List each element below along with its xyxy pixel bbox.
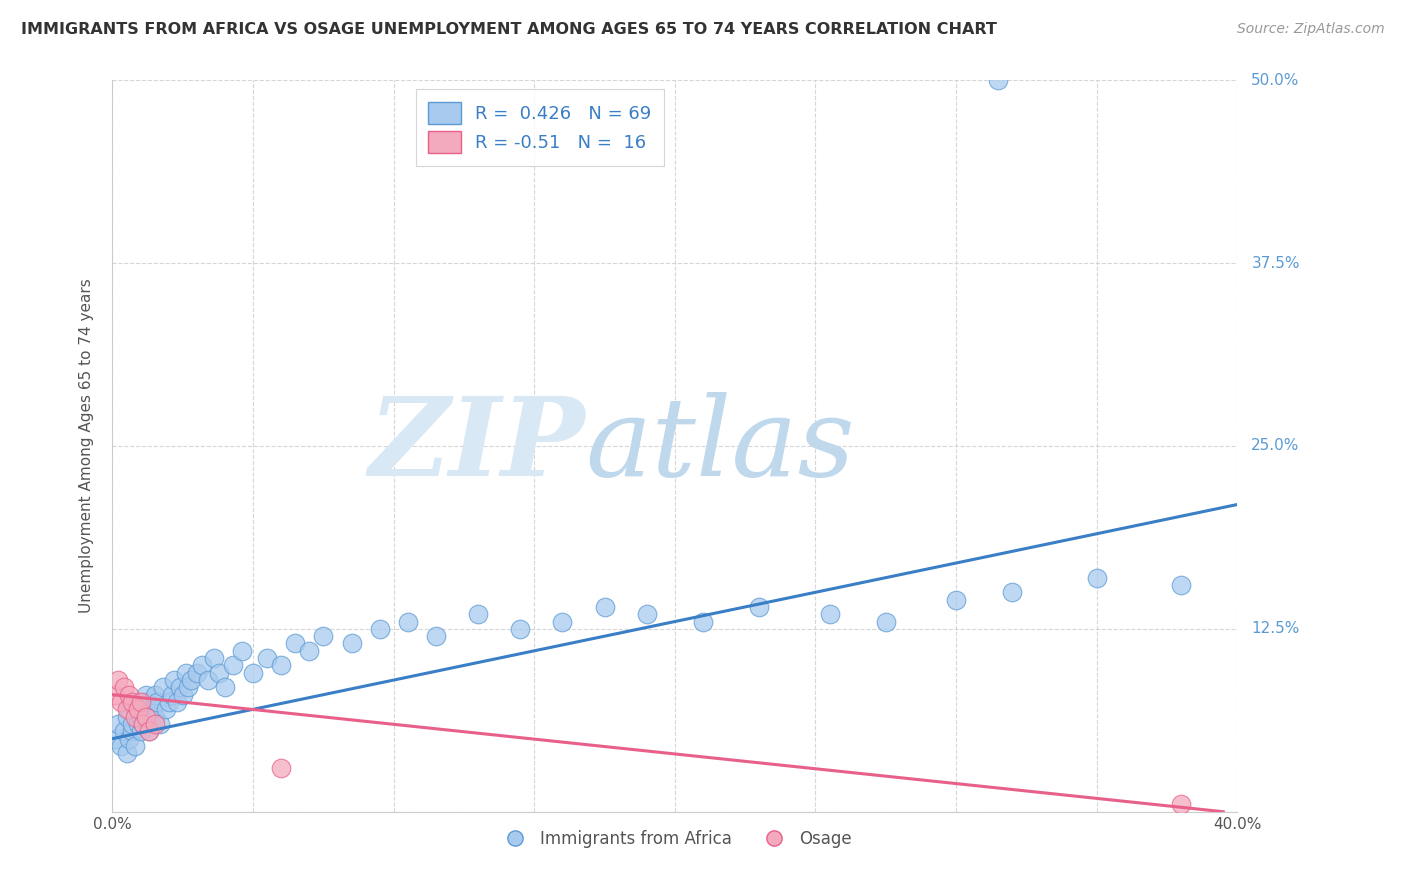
- Point: [129, 695, 152, 709]
- Point: [115, 702, 138, 716]
- Point: [146, 695, 169, 709]
- Point: [191, 658, 214, 673]
- Point: [467, 607, 489, 622]
- Text: Source: ZipAtlas.com: Source: ZipAtlas.com: [1237, 22, 1385, 37]
- Point: [118, 702, 141, 716]
- Point: [104, 731, 127, 746]
- Point: [163, 673, 186, 687]
- Point: [141, 702, 163, 716]
- Point: [172, 688, 194, 702]
- Point: [115, 709, 138, 723]
- Y-axis label: Unemployment Among Ages 65 to 74 years: Unemployment Among Ages 65 to 74 years: [79, 278, 94, 614]
- Point: [256, 651, 278, 665]
- Text: 25.0%: 25.0%: [1251, 439, 1299, 453]
- Point: [174, 665, 197, 680]
- Point: [1170, 578, 1192, 592]
- Point: [987, 73, 1010, 87]
- Point: [875, 615, 897, 629]
- Point: [551, 615, 574, 629]
- Point: [124, 709, 146, 723]
- Point: [112, 681, 135, 695]
- Point: [132, 717, 155, 731]
- Point: [143, 717, 166, 731]
- Point: [115, 746, 138, 760]
- Point: [143, 709, 166, 723]
- Point: [107, 673, 129, 687]
- Point: [222, 658, 245, 673]
- Text: 37.5%: 37.5%: [1251, 256, 1299, 270]
- Point: [1001, 585, 1024, 599]
- Point: [242, 665, 264, 680]
- Point: [169, 681, 191, 695]
- Point: [157, 695, 180, 709]
- Point: [186, 665, 208, 680]
- Point: [132, 702, 155, 716]
- Point: [340, 636, 363, 650]
- Point: [425, 629, 447, 643]
- Point: [312, 629, 335, 643]
- Point: [110, 695, 132, 709]
- Point: [135, 688, 157, 702]
- Point: [118, 688, 141, 702]
- Text: 12.5%: 12.5%: [1251, 622, 1299, 636]
- Point: [124, 739, 146, 753]
- Point: [945, 592, 967, 607]
- Point: [121, 724, 143, 739]
- Legend: Immigrants from Africa, Osage: Immigrants from Africa, Osage: [492, 823, 858, 855]
- Point: [121, 717, 143, 731]
- Point: [143, 688, 166, 702]
- Point: [138, 724, 160, 739]
- Point: [270, 658, 292, 673]
- Text: atlas: atlas: [585, 392, 855, 500]
- Point: [396, 615, 419, 629]
- Point: [132, 717, 155, 731]
- Point: [202, 651, 225, 665]
- Point: [118, 731, 141, 746]
- Point: [214, 681, 236, 695]
- Point: [127, 695, 149, 709]
- Point: [110, 739, 132, 753]
- Point: [149, 717, 172, 731]
- Point: [208, 665, 231, 680]
- Point: [748, 599, 770, 614]
- Point: [135, 709, 157, 723]
- Text: ZIP: ZIP: [368, 392, 585, 500]
- Point: [129, 724, 152, 739]
- Point: [1085, 571, 1108, 585]
- Text: IMMIGRANTS FROM AFRICA VS OSAGE UNEMPLOYMENT AMONG AGES 65 TO 74 YEARS CORRELATI: IMMIGRANTS FROM AFRICA VS OSAGE UNEMPLOY…: [21, 22, 997, 37]
- Point: [135, 695, 157, 709]
- Point: [166, 695, 188, 709]
- Point: [107, 717, 129, 731]
- Point: [298, 644, 321, 658]
- Point: [124, 702, 146, 716]
- Point: [160, 688, 183, 702]
- Point: [129, 709, 152, 723]
- Point: [368, 622, 391, 636]
- Point: [231, 644, 253, 658]
- Point: [138, 724, 160, 739]
- Point: [138, 709, 160, 723]
- Point: [636, 607, 658, 622]
- Point: [127, 702, 149, 716]
- Point: [121, 695, 143, 709]
- Point: [112, 724, 135, 739]
- Point: [177, 681, 200, 695]
- Point: [104, 688, 127, 702]
- Point: [818, 607, 841, 622]
- Point: [284, 636, 307, 650]
- Point: [593, 599, 616, 614]
- Point: [180, 673, 202, 687]
- Point: [1170, 797, 1192, 812]
- Point: [270, 761, 292, 775]
- Point: [692, 615, 714, 629]
- Point: [509, 622, 531, 636]
- Text: 50.0%: 50.0%: [1251, 73, 1299, 87]
- Point: [197, 673, 219, 687]
- Point: [152, 681, 174, 695]
- Point: [127, 717, 149, 731]
- Point: [155, 702, 177, 716]
